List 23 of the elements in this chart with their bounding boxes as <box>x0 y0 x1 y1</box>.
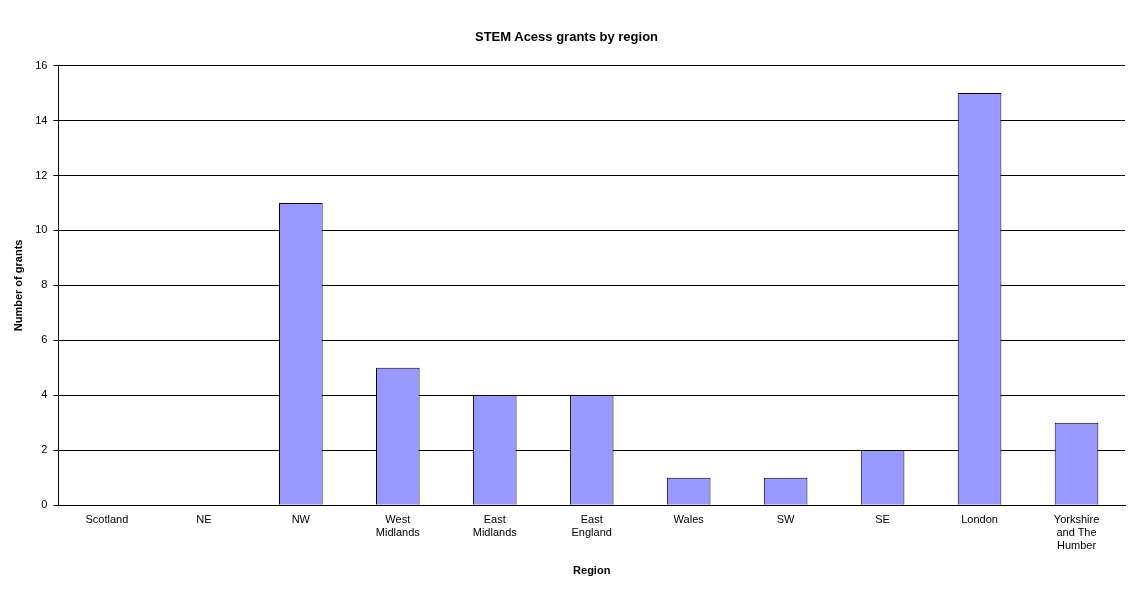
x-tick-label: East Midlands <box>472 512 518 539</box>
y-axis-title: Number of grants <box>11 239 24 332</box>
y-tick-label: 6 <box>41 333 48 346</box>
x-tick-label: Scotland <box>85 512 129 525</box>
chart-title: STEM Acess grants by region <box>474 29 659 45</box>
x-tick-label: London <box>961 512 998 525</box>
x-tick-label: NW <box>291 512 311 525</box>
x-tick-label: NE <box>196 512 212 525</box>
x-tick-label: Wales <box>673 512 705 525</box>
x-tick-label: Yorkshire and The Humber <box>1053 512 1100 552</box>
y-tick-label: 2 <box>41 443 48 456</box>
x-tick-label: West Midlands <box>375 512 421 539</box>
y-tick-label: 10 <box>35 223 48 236</box>
x-tick-label: SE <box>875 512 890 525</box>
y-tick-label: 14 <box>35 113 48 126</box>
y-tick-label: 8 <box>41 278 48 291</box>
y-tick-label: 0 <box>41 498 48 511</box>
y-tick-label: 4 <box>41 388 48 401</box>
y-tick-label: 16 <box>35 58 48 71</box>
x-tick-label: SW <box>776 512 796 525</box>
x-axis-title: Region <box>573 564 611 577</box>
y-tick-label: 12 <box>35 168 48 181</box>
x-tick-label: East England <box>571 512 612 539</box>
